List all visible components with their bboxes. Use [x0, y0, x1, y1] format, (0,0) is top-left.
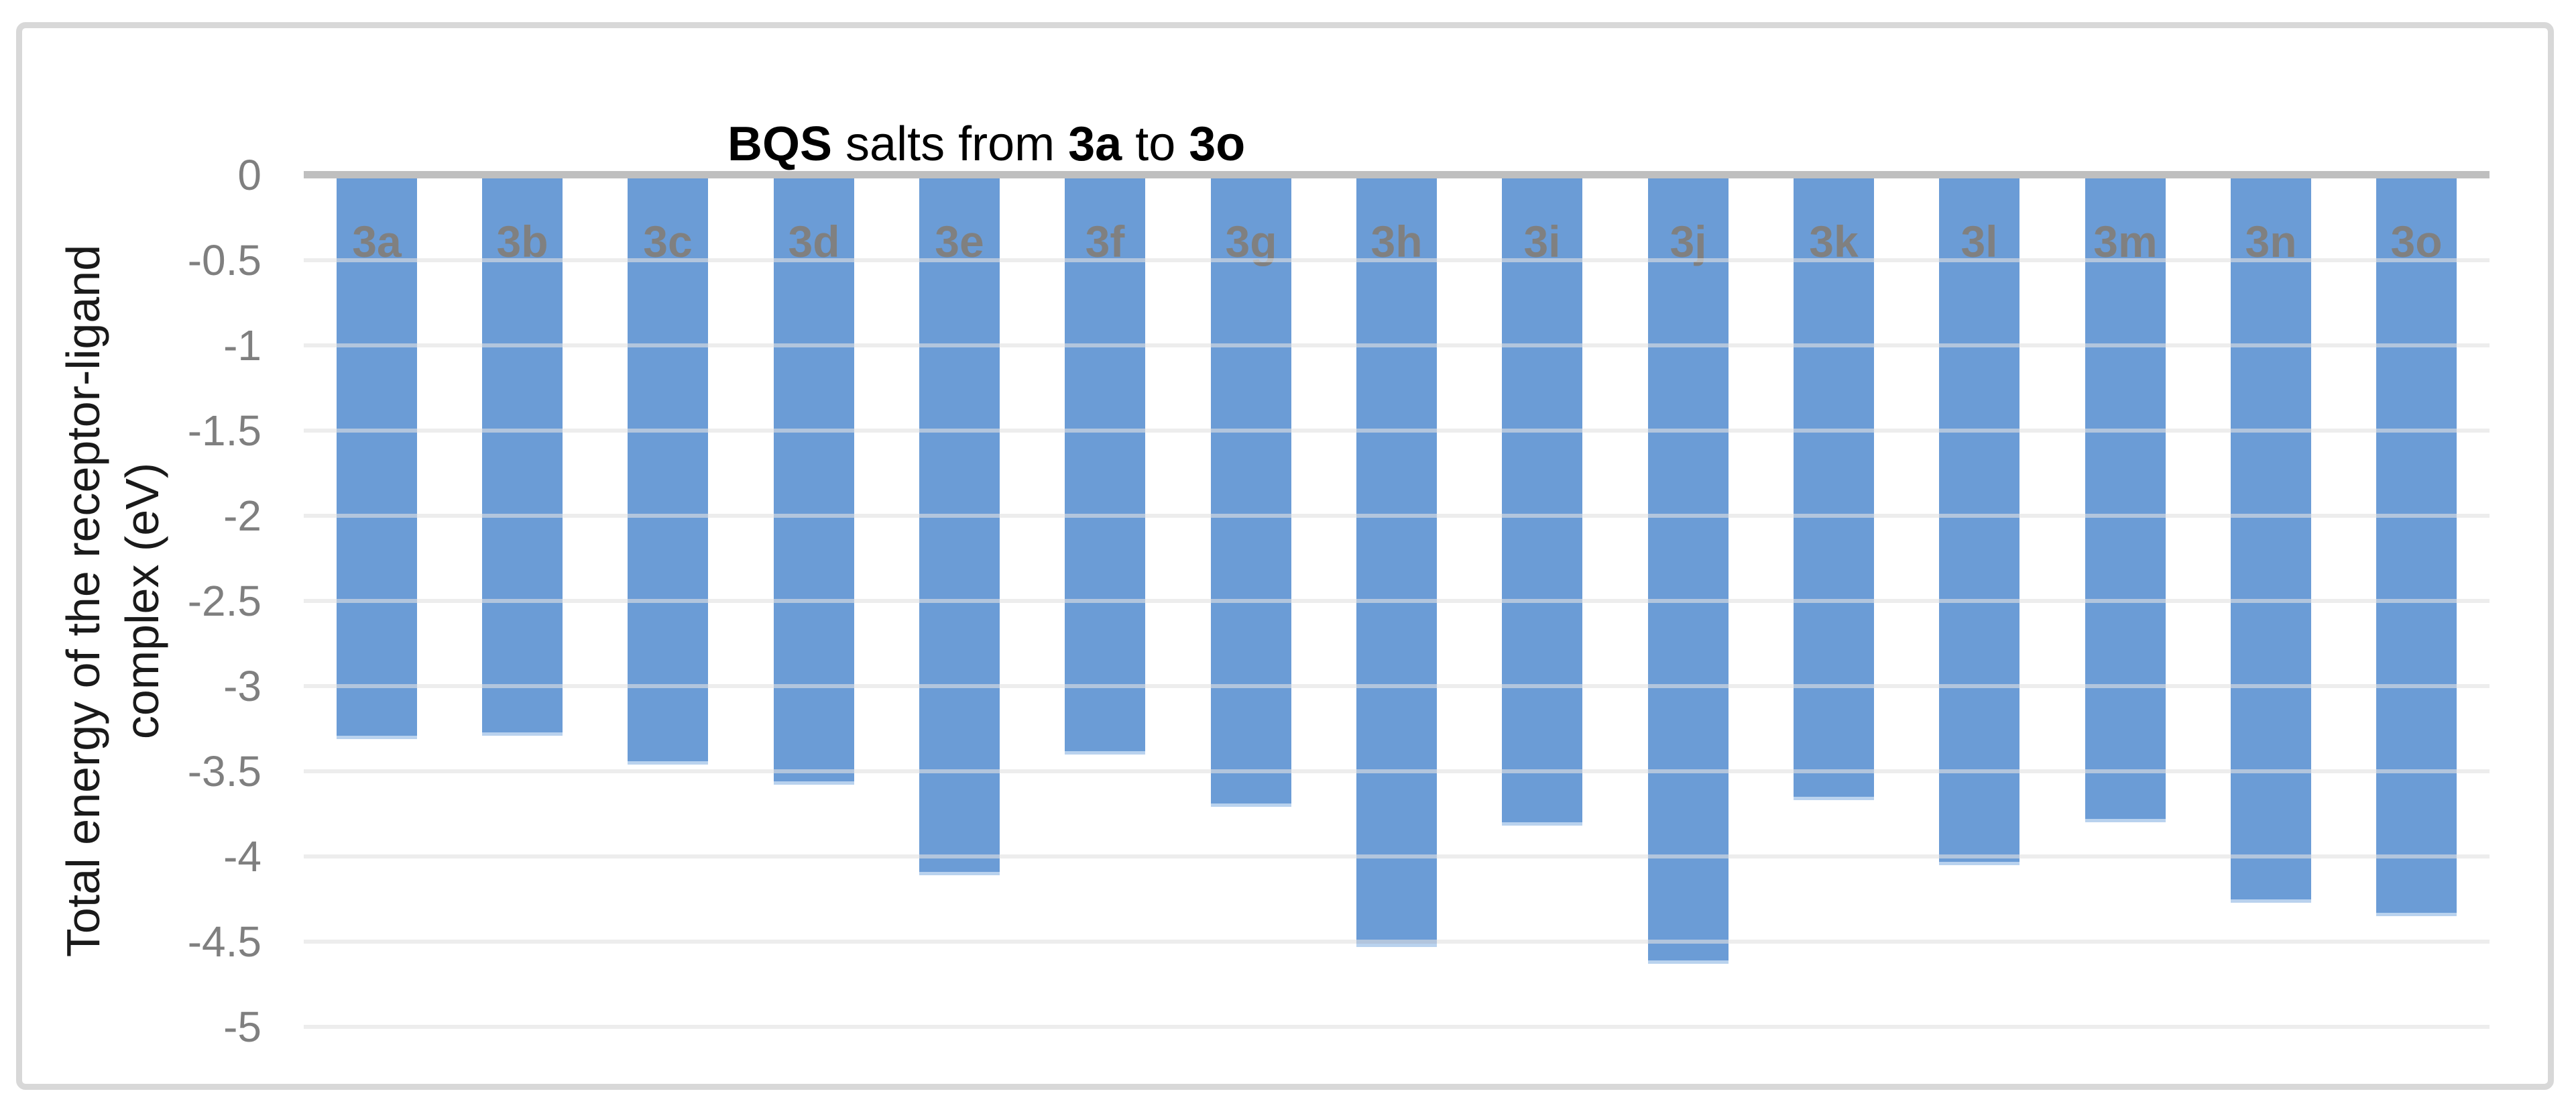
bar-3e: 3e	[919, 175, 1000, 875]
bar-label-3n: 3n	[2245, 217, 2297, 266]
chart-title-part: to	[1122, 117, 1189, 171]
bar-3f: 3f	[1065, 175, 1145, 755]
bar-label-3m: 3m	[2093, 217, 2158, 266]
y-tick-label: -2.5	[187, 577, 261, 625]
bar-label-3k: 3k	[1809, 217, 1859, 266]
bar-label-3l: 3l	[1960, 217, 1998, 266]
y-tick-label: -2	[223, 492, 261, 540]
bar-label-3h: 3h	[1370, 217, 1423, 266]
y-tick-label: 0	[237, 151, 261, 199]
bar-3d: 3d	[774, 175, 854, 785]
y-tick-label: -4.5	[187, 918, 261, 966]
gridline	[304, 854, 2490, 858]
bar-label-3g: 3g	[1225, 217, 1277, 266]
bar-label-3e: 3e	[935, 217, 984, 266]
bar-label-3o: 3o	[2390, 217, 2443, 266]
bar-label-3f: 3f	[1085, 217, 1125, 266]
chart-title-part: 3a	[1068, 117, 1122, 171]
bar-3j: 3j	[1648, 175, 1729, 964]
gridline	[304, 940, 2490, 944]
y-tick-label: -1	[223, 321, 261, 370]
gridline	[304, 429, 2490, 433]
chart-title-part: salts from	[832, 117, 1069, 171]
gridline	[304, 514, 2490, 518]
bar-label-3j: 3j	[1670, 217, 1707, 266]
bar-label-3i: 3i	[1523, 217, 1561, 266]
y-tick-label: -3	[223, 662, 261, 710]
bar-label-3a: 3a	[352, 217, 402, 266]
bar-3l: 3l	[1939, 175, 2019, 865]
y-tick-label: -1.5	[187, 406, 261, 455]
bar-3k: 3k	[1794, 175, 1874, 800]
bar-3a: 3a	[337, 175, 417, 739]
bar-3o: 3o	[2376, 175, 2457, 916]
bar-label-3b: 3b	[496, 217, 548, 266]
gridline	[304, 258, 2490, 262]
bar-3c: 3c	[628, 175, 708, 765]
chart-title-part: 3o	[1189, 117, 1246, 171]
bar-3n: 3n	[2231, 175, 2311, 903]
bar-3b: 3b	[482, 175, 563, 736]
y-tick-label: -4	[223, 832, 261, 881]
y-tick-label: -5	[223, 1003, 261, 1051]
bar-3h: 3h	[1356, 175, 1437, 947]
bar-label-3c: 3c	[643, 217, 693, 266]
y-tick-label: -0.5	[187, 236, 261, 284]
bar-label-3d: 3d	[788, 217, 840, 266]
bar-3g: 3g	[1211, 175, 1291, 807]
gridline	[304, 769, 2490, 773]
chart-title-part: BQS	[727, 117, 833, 171]
gridline	[304, 599, 2490, 603]
gridline	[304, 684, 2490, 688]
gridline	[304, 1025, 2490, 1029]
y-tick-label: -3.5	[187, 747, 261, 795]
chart-title: BQS salts from 3a to 3o	[674, 62, 1245, 227]
bar-3m: 3m	[2085, 175, 2166, 822]
zero-axis-line	[304, 171, 2490, 178]
bar-3i: 3i	[1502, 175, 1582, 826]
gridline	[304, 343, 2490, 347]
